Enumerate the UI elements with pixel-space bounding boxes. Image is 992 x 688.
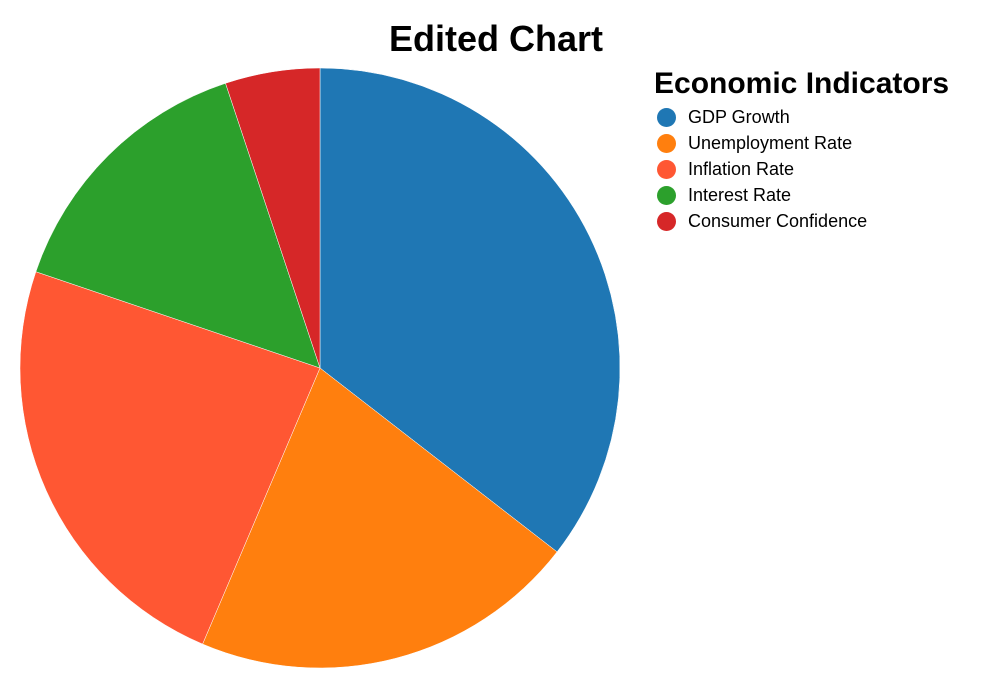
- legend-swatch: [657, 159, 676, 179]
- legend-title: Economic Indicators: [654, 67, 950, 100]
- legend-swatch: [657, 211, 676, 231]
- legend-items: GDP Growth Unemployment Rate Inflation Rat…: [654, 104, 984, 234]
- legend-item-gdp-growth: GDP Growth: [654, 104, 984, 130]
- legend-item-inflation-rate: Inflation Rate: [654, 156, 984, 182]
- legend-item-interest-rate: Interest Rate: [654, 182, 984, 208]
- pie-slice-inflation-rate: [19, 271, 321, 645]
- legend-label: Inflation Rate: [688, 158, 795, 179]
- legend-label: Unemployment Rate: [688, 132, 853, 153]
- pie-slice-gdp-growth: [319, 67, 621, 553]
- legend-swatch: [657, 185, 676, 205]
- legend-label: Consumer Confidence: [688, 210, 868, 231]
- legend: Economic Indicators GDP Growth Unemployme…: [654, 66, 984, 234]
- legend-swatch: [657, 107, 676, 127]
- pie-slice-consumer-confidence: [225, 67, 321, 369]
- pie-slices: [19, 67, 621, 669]
- legend-swatch: [657, 133, 676, 153]
- legend-item-unemployment-rate: Unemployment Rate: [654, 130, 984, 156]
- legend-label: GDP Growth: [688, 106, 790, 127]
- chart-title: Edited Chart: [388, 18, 603, 59]
- legend-item-consumer-confidence: Consumer Confidence: [654, 208, 984, 234]
- pie-slice-unemployment-rate: [202, 367, 558, 669]
- legend-label: Interest Rate: [688, 184, 792, 205]
